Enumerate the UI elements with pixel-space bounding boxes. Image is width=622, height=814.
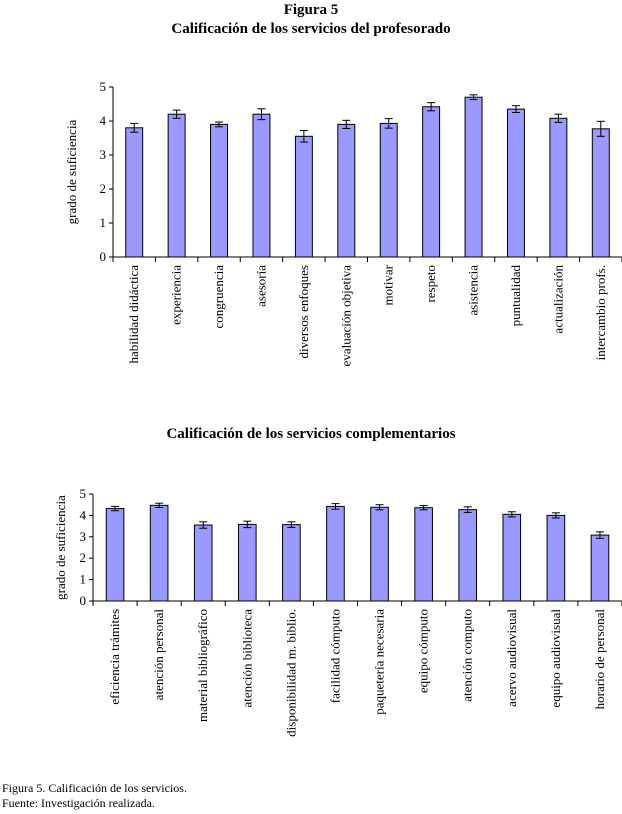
- chart2-plot: grado de suficiencia 0 1 2 3 4 5 eficiencia trá…: [53, 486, 622, 737]
- chart2-y-tick-label: 1: [80, 572, 87, 587]
- chart1-category-label: congruencia: [211, 265, 226, 329]
- chart1-y-tick-label: 5: [100, 79, 107, 94]
- chart1-category-label: actualización: [550, 265, 565, 334]
- chart2-bar: [502, 513, 522, 602]
- chart1-plot: grado de suficiencia 0 1 2 3 4 5 habilidad didá…: [64, 79, 622, 367]
- chart1-category-label: asesoría: [253, 265, 268, 307]
- chart2-title: Calificación de los servicios complement…: [166, 426, 456, 442]
- chart1-category-label: asistencia: [466, 265, 481, 316]
- chart1-y-tick-label: 4: [100, 113, 107, 128]
- chart2-category-label: material bibliográfico: [195, 609, 210, 722]
- chart2-bar: [546, 514, 566, 602]
- chart2-y-tick-label: 3: [80, 529, 87, 544]
- chart2-bar: [326, 505, 345, 602]
- chart2-y-tick-label: 2: [80, 550, 87, 565]
- chart2-category-label: facilidad cómputo: [327, 609, 342, 703]
- chart2-category-label: disponibilidad m. biblio.: [283, 609, 298, 737]
- chart1-category-label: habilidad didáctica: [126, 265, 141, 364]
- chart2-bar: [105, 508, 125, 602]
- chart2-category-label: equipo cómputo: [416, 609, 431, 693]
- chart1-y-tick-label: 3: [100, 147, 107, 162]
- chart2-bar: [370, 506, 389, 602]
- chart1-category-label: respeto: [423, 265, 438, 303]
- chart1-ylabel: grado de suficiencia: [64, 119, 79, 224]
- chart2-bar: [237, 523, 257, 602]
- chart2-category-label: eficiencia trámites: [107, 609, 122, 705]
- figure-label: Figura 5: [283, 2, 339, 18]
- chart1-y-tick-label: 1: [100, 215, 107, 230]
- chart2-bar: [149, 504, 169, 602]
- chart2-category-label: acervo audiovisual: [504, 609, 519, 707]
- chart2-y-tick-label: 5: [80, 486, 87, 501]
- chart2-bar: [590, 534, 610, 602]
- chart2-y-tick-label: 4: [80, 507, 87, 522]
- chart2-category-label: paquetería necesaria: [372, 609, 387, 715]
- chart1-category-label: experiencia: [169, 265, 184, 325]
- chart1-category-label: evaluación objetiva: [338, 265, 353, 367]
- chart1-y-tick-label: 0: [100, 249, 107, 264]
- chart2-category-label: atención personal: [151, 609, 166, 701]
- chart1-title: Calificación de los servicios del profes…: [171, 21, 451, 37]
- chart1-category-label: puntualidad: [508, 265, 523, 327]
- chart1-category-label: intercambio profs.: [593, 265, 608, 360]
- chart2-category-label: atención computo: [460, 609, 475, 702]
- chart2-category-label: horario de personal: [592, 609, 607, 710]
- chart2-y-tick-label: 0: [80, 593, 87, 608]
- chart2-bar: [193, 524, 213, 602]
- chart1-category-label: diversos enfoques: [296, 265, 311, 359]
- chart1-category-label: motivar: [381, 264, 396, 305]
- chart2-bar: [414, 507, 433, 602]
- chart2-bar: [282, 524, 301, 602]
- chart2-category-label: equipo audiovisual: [548, 609, 563, 708]
- chart2-bar: [458, 509, 478, 602]
- chart2-ylabel: grado de suficiencia: [53, 495, 68, 600]
- footer-caption: Figura 5. Calificación de los servicios.: [2, 781, 187, 795]
- chart1-y-tick-label: 2: [100, 181, 107, 196]
- footer-source: Fuente: Investigación realizada.: [2, 796, 155, 810]
- chart2-category-label: atención biblioteca: [239, 609, 254, 708]
